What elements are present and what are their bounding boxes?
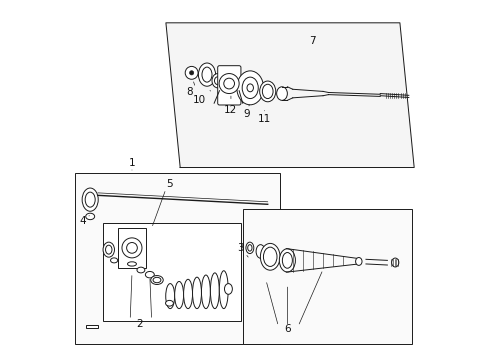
Text: 12: 12 — [224, 105, 237, 115]
Ellipse shape — [256, 245, 264, 258]
Ellipse shape — [245, 242, 253, 253]
Circle shape — [224, 78, 234, 89]
Polygon shape — [85, 325, 98, 328]
Text: 7: 7 — [308, 36, 315, 46]
Circle shape — [189, 71, 193, 75]
Ellipse shape — [391, 258, 398, 267]
Ellipse shape — [174, 282, 183, 309]
Text: 1: 1 — [128, 158, 135, 168]
Ellipse shape — [105, 245, 112, 254]
Circle shape — [219, 73, 239, 94]
FancyBboxPatch shape — [217, 66, 241, 105]
Ellipse shape — [242, 77, 258, 99]
Ellipse shape — [260, 243, 280, 270]
Ellipse shape — [183, 279, 192, 309]
Ellipse shape — [82, 188, 98, 211]
Ellipse shape — [262, 84, 272, 99]
Text: 3: 3 — [237, 243, 244, 253]
Text: 9: 9 — [243, 109, 249, 119]
Ellipse shape — [279, 249, 295, 272]
Ellipse shape — [85, 192, 95, 207]
Ellipse shape — [202, 67, 212, 82]
Text: 2: 2 — [136, 319, 142, 329]
Ellipse shape — [165, 284, 174, 309]
Ellipse shape — [150, 275, 163, 284]
Text: 11: 11 — [257, 114, 270, 124]
Ellipse shape — [210, 273, 219, 309]
FancyBboxPatch shape — [242, 208, 411, 344]
Ellipse shape — [355, 257, 361, 265]
Ellipse shape — [263, 247, 276, 266]
Ellipse shape — [201, 275, 210, 309]
Ellipse shape — [153, 277, 161, 283]
Ellipse shape — [165, 300, 173, 306]
FancyBboxPatch shape — [75, 173, 280, 344]
Text: 4: 4 — [80, 216, 86, 226]
FancyBboxPatch shape — [103, 223, 241, 321]
Text: 5: 5 — [166, 179, 172, 189]
Circle shape — [122, 238, 142, 258]
Ellipse shape — [214, 77, 221, 85]
Circle shape — [185, 66, 198, 79]
Ellipse shape — [110, 258, 118, 263]
Ellipse shape — [198, 63, 215, 86]
Ellipse shape — [247, 245, 251, 251]
Ellipse shape — [192, 277, 201, 309]
Ellipse shape — [137, 267, 144, 273]
Ellipse shape — [145, 271, 154, 278]
Ellipse shape — [127, 262, 136, 266]
Polygon shape — [118, 228, 146, 267]
Ellipse shape — [246, 84, 253, 92]
Ellipse shape — [276, 87, 287, 100]
Text: 10: 10 — [193, 95, 205, 105]
Text: 6: 6 — [284, 324, 290, 334]
Ellipse shape — [212, 73, 223, 88]
Text: 8: 8 — [186, 87, 192, 98]
Ellipse shape — [219, 271, 228, 309]
Ellipse shape — [85, 213, 95, 220]
Ellipse shape — [103, 242, 114, 257]
Circle shape — [126, 243, 137, 253]
Polygon shape — [165, 23, 413, 167]
Ellipse shape — [236, 71, 263, 105]
Ellipse shape — [259, 81, 275, 102]
Ellipse shape — [224, 284, 232, 294]
Ellipse shape — [282, 252, 292, 268]
